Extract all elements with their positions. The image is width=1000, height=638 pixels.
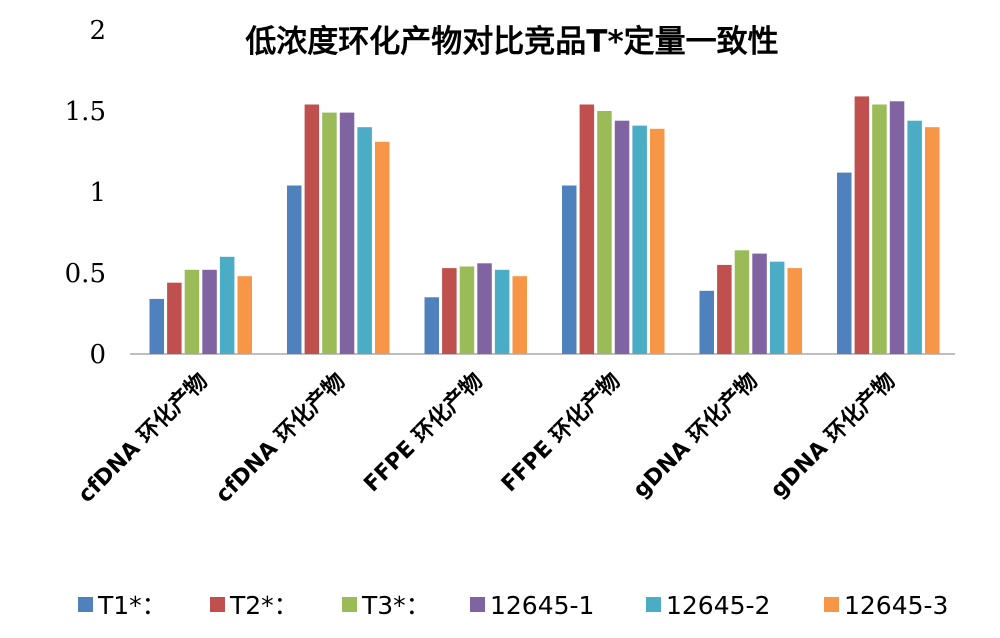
category-label: FFPE 环化产物 [359, 368, 488, 497]
bar [339, 112, 355, 354]
bar [322, 112, 337, 354]
bar [424, 297, 439, 354]
legend-swatch [78, 597, 93, 612]
bar [925, 127, 940, 354]
bar [787, 268, 802, 354]
bar [907, 120, 922, 354]
legend-swatch [646, 597, 661, 612]
bar [889, 101, 905, 354]
legend-item: 12645-3 [824, 591, 948, 620]
legend-label: 12645-3 [844, 591, 948, 620]
legend: T1*： T2*： T3*： 12645-1 12645-2 12645-3 [78, 591, 948, 620]
bar [237, 276, 252, 354]
bar [219, 256, 235, 354]
bar [287, 185, 302, 354]
category-label: cfDNA 环化产物 [210, 368, 350, 508]
legend-item: T2*： [210, 591, 299, 620]
y-tick-label: 0 [89, 340, 106, 370]
bar [304, 104, 320, 354]
bar [872, 104, 887, 354]
legend-swatch [210, 597, 225, 612]
legend-label: T1*： [97, 591, 167, 620]
bar [375, 141, 390, 354]
bar [459, 266, 475, 354]
category-label: FFPE 环化产物 [496, 368, 625, 497]
y-tick-label: 2 [89, 16, 106, 46]
bar [717, 264, 732, 354]
bar [752, 253, 767, 354]
bar [769, 261, 785, 354]
y-tick-label: 0.5 [65, 259, 106, 289]
bar [632, 125, 647, 354]
bar [442, 268, 457, 354]
bar [699, 290, 714, 354]
bar [149, 298, 164, 354]
bar [167, 282, 182, 354]
bar [734, 250, 750, 354]
bar [614, 120, 630, 354]
bar [579, 104, 595, 354]
bar [184, 269, 200, 354]
bar [597, 111, 612, 354]
category-label: gDNA 环化产物 [628, 368, 763, 503]
y-tick-label: 1 [89, 178, 106, 208]
legend-item: T1*： [78, 591, 167, 620]
bar [650, 128, 665, 354]
bar [202, 269, 217, 354]
y-axis-ticks: 0 0.5 1 1.5 2 [65, 16, 106, 370]
bars [149, 96, 940, 355]
legend-item: 12645-2 [646, 591, 770, 620]
category-label: gDNA 环化产物 [765, 368, 900, 503]
legend-swatch [342, 597, 357, 612]
bar [477, 263, 492, 354]
bar [854, 96, 870, 355]
bar [357, 127, 372, 354]
legend-label: 12645-2 [666, 591, 770, 620]
category-label: cfDNA 环化产物 [73, 368, 213, 508]
bar [512, 276, 527, 354]
y-tick-label: 1.5 [65, 97, 106, 127]
legend-item: 12645-1 [470, 591, 594, 620]
legend-swatch [824, 597, 839, 612]
legend-label: T3*： [361, 591, 431, 620]
legend-swatch [470, 597, 485, 612]
bar [837, 172, 852, 354]
chart-title: 低浓度环化产物对比竞品T*定量一致性 [244, 24, 778, 60]
legend-label: 12645-1 [490, 591, 594, 620]
bar [562, 185, 577, 354]
bar [494, 269, 510, 354]
legend-label: T2*： [229, 591, 299, 620]
legend-item: T3*： [342, 591, 431, 620]
